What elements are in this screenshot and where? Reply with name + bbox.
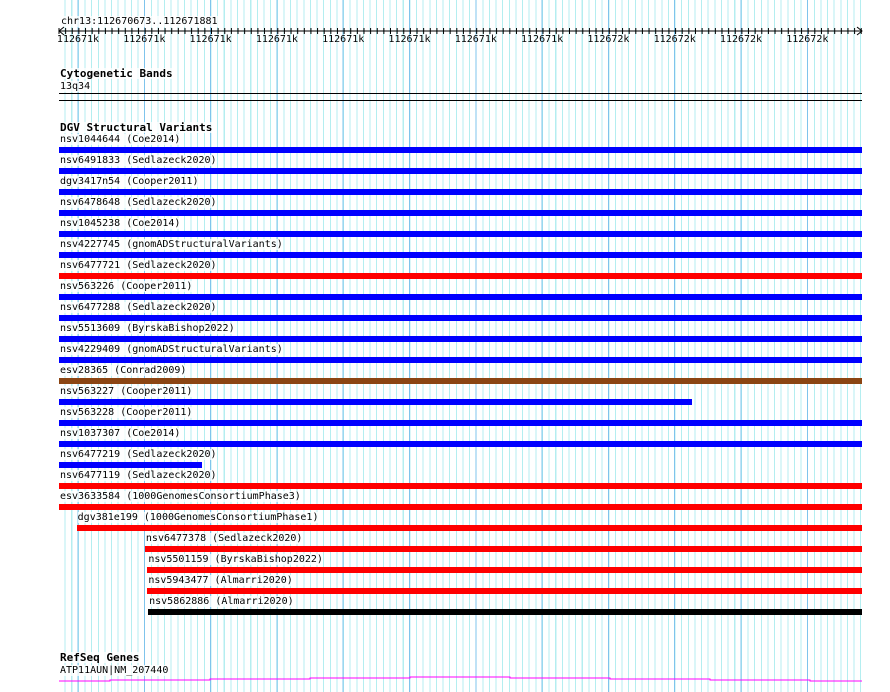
variant-label[interactable]: nsv4227745 (gnomADStructuralVariants): [60, 239, 283, 250]
variant-bar[interactable]: [59, 168, 862, 174]
ruler-tick-label: 112672k: [719, 34, 763, 45]
variant-bar[interactable]: [59, 483, 862, 489]
variant-label[interactable]: nsv5943477 (Almarri2020): [148, 575, 293, 586]
variant-label[interactable]: esv28365 (Conrad2009): [60, 365, 187, 376]
ruler-tick-label: 112672k: [587, 34, 630, 45]
variant-label[interactable]: nsv563226 (Cooper2011): [60, 281, 193, 292]
variant-label[interactable]: nsv1044644 (Coe2014): [60, 134, 181, 145]
variant-bar[interactable]: [59, 420, 862, 426]
cytoband-label[interactable]: 13q34: [60, 81, 91, 92]
variant-label[interactable]: nsv6477288 (Sedlazeck2020): [60, 302, 217, 313]
variant-bar[interactable]: [59, 273, 862, 279]
variant-label[interactable]: nsv1037307 (Coe2014): [60, 428, 181, 439]
variant-bar[interactable]: [59, 252, 862, 258]
variant-bar[interactable]: [148, 609, 862, 615]
variant-bar[interactable]: [59, 336, 862, 342]
variant-label[interactable]: dgv381e199 (1000GenomesConsortiumPhase1): [77, 512, 319, 523]
ruler-axis: [58, 26, 863, 36]
cytoband-line: [59, 93, 862, 94]
variant-bar[interactable]: [59, 189, 862, 195]
ruler-tick-label: 112672k: [653, 34, 696, 45]
refseq-gene-line[interactable]: [0, 670, 890, 692]
ruler-tick-label: 112672k: [786, 34, 829, 45]
ruler-tick-label: 112671k: [322, 34, 365, 45]
variant-label[interactable]: dgv3417n54 (Cooper2011): [60, 176, 199, 187]
ruler-tick-label: 112671k: [189, 34, 232, 45]
variant-bar[interactable]: [59, 462, 202, 468]
variant-bar[interactable]: [59, 315, 862, 321]
ruler-tick-label: 112671k: [454, 34, 497, 45]
variant-bar[interactable]: [59, 210, 862, 216]
variant-bar[interactable]: [59, 147, 862, 153]
variant-bar[interactable]: [59, 231, 862, 237]
variant-label[interactable]: esv3633584 (1000GenomesConsortiumPhase3): [60, 491, 301, 502]
dgv-track-title[interactable]: DGV Structural Variants: [60, 121, 213, 134]
variant-bar[interactable]: [147, 567, 862, 573]
ruler-tick-label: 112671k: [123, 34, 166, 45]
variant-bar[interactable]: [59, 504, 862, 510]
variant-bar[interactable]: [76, 525, 862, 531]
variant-label[interactable]: nsv5501159 (ByrskaBishop2022): [148, 554, 323, 565]
variant-label[interactable]: nsv1045238 (Coe2014): [60, 218, 181, 229]
track-divider: [59, 100, 862, 101]
variant-label[interactable]: nsv5513609 (ByrskaBishop2022): [60, 323, 235, 334]
variant-label[interactable]: nsv563227 (Cooper2011): [60, 386, 193, 397]
variant-bar[interactable]: [147, 588, 862, 594]
ruler-tick-label: 112671k: [255, 34, 298, 45]
variant-label[interactable]: nsv6478648 (Sedlazeck2020): [60, 197, 217, 208]
ruler-tick-label: 112671k: [521, 34, 564, 45]
position-label: chr13:112670673..112671881: [61, 16, 218, 27]
cytoband-track-title[interactable]: Cytogenetic Bands: [60, 67, 173, 80]
variant-label[interactable]: nsv6491833 (Sedlazeck2020): [60, 155, 217, 166]
variant-label[interactable]: nsv6477119 (Sedlazeck2020): [60, 470, 217, 481]
refseq-track-title[interactable]: RefSeq Genes: [60, 651, 140, 664]
variant-label[interactable]: nsv4229409 (gnomADStructuralVariants): [60, 344, 283, 355]
ruler-tick-label: 112671k: [388, 34, 431, 45]
variant-label[interactable]: nsv6477219 (Sedlazeck2020): [60, 449, 217, 460]
variant-bar[interactable]: [59, 399, 692, 405]
variant-bar[interactable]: [59, 294, 862, 300]
variant-bar[interactable]: [144, 546, 862, 552]
variant-label[interactable]: nsv5862886 (Almarri2020): [149, 596, 294, 607]
variant-label[interactable]: nsv563228 (Cooper2011): [60, 407, 193, 418]
variant-bar[interactable]: [59, 441, 862, 447]
variant-label[interactable]: nsv6477378 (Sedlazeck2020): [145, 533, 303, 544]
refseq-gene-label[interactable]: ATP11AUN|NM_207440: [60, 665, 169, 676]
variant-bar[interactable]: [59, 357, 862, 363]
variant-label[interactable]: nsv6477721 (Sedlazeck2020): [60, 260, 217, 271]
ruler-tick-label: 112671k: [56, 34, 100, 45]
variant-bar[interactable]: [59, 378, 862, 384]
